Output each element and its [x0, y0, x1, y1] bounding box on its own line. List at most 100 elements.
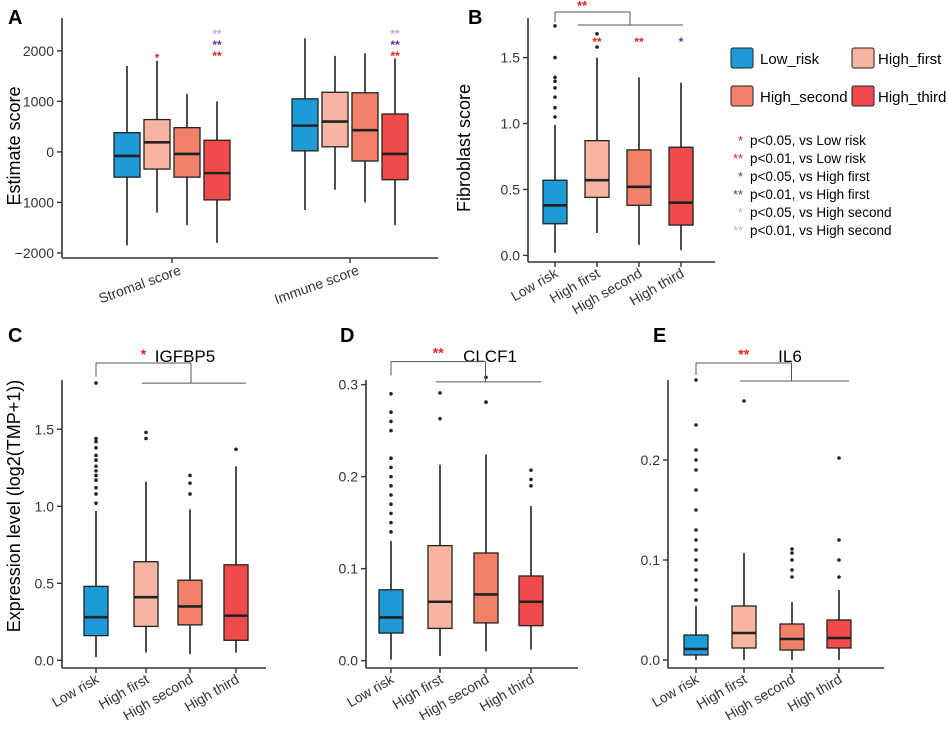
outlier-point [94, 445, 98, 450]
legend-label-high-second: High_second [760, 89, 848, 106]
chart-title-d: CLCF1 [463, 347, 517, 366]
y-tick-label: 0.3 [339, 377, 359, 393]
bracket-significance: ** [577, 0, 588, 13]
outlier-point [438, 391, 442, 395]
outlier-point [790, 547, 794, 551]
x-tick-label: Low risk [49, 670, 102, 710]
outlier-point [94, 492, 98, 496]
bracket-significance: ** [738, 346, 749, 362]
outlier-point [144, 430, 148, 435]
outlier-point [694, 468, 698, 472]
legend-swatch-high-second [730, 85, 754, 107]
outlier-point [529, 468, 533, 472]
outlier-point [553, 24, 557, 28]
chart-title-e: IL6 [778, 347, 802, 366]
box-iqr-high-first [427, 544, 453, 630]
outlier-point [694, 448, 698, 452]
outlier-point [837, 575, 841, 579]
outlier-point [837, 538, 841, 542]
outlier-point [553, 75, 557, 80]
outlier-point [694, 508, 698, 512]
y-tick-label: 0.1 [641, 552, 661, 568]
significance-marker: * [679, 35, 684, 49]
box-iqr-high-second [473, 552, 499, 624]
bracket-significance: ** [433, 345, 444, 361]
outlier-point [553, 79, 557, 84]
outlier-point [389, 530, 393, 534]
legend-note-text: p<0.05, vs Low risk [750, 133, 866, 148]
outlier-point [188, 473, 192, 478]
outlier-point [694, 548, 698, 552]
significance-marker: * [155, 51, 160, 65]
box-iqr-high-third [668, 146, 694, 226]
outlier-point [790, 551, 794, 555]
chart-title-c: IGFBP5 [155, 347, 215, 366]
outlier-point [188, 492, 192, 496]
box-iqr-low-risk [683, 634, 709, 656]
outlier-point [94, 381, 98, 385]
y-tick-label: 0.0 [501, 247, 521, 263]
box-iqr-high-first [133, 561, 159, 628]
y-axis-label-c: Expression level (log2(TMP+1)) [4, 380, 24, 633]
significance-marker: ** [212, 27, 222, 41]
legend-note-marker: * [738, 133, 743, 148]
outlier-point [790, 575, 794, 579]
legend-label-high-third: High_third [878, 89, 946, 106]
significance-marker: ** [212, 49, 222, 63]
outlier-point [837, 456, 841, 460]
outlier-point [694, 423, 698, 427]
legend-note-text: p<0.01, vs High second [750, 223, 891, 238]
box-iqr-low-risk [542, 179, 568, 225]
outlier-point [389, 392, 393, 396]
outlier-point [484, 400, 488, 404]
outlier-point [389, 419, 393, 424]
y-tick-label: 2000 [23, 43, 54, 59]
x-tick-label: Low risk [649, 670, 702, 710]
outlier-point [144, 436, 148, 441]
legend-note-marker: * [738, 205, 743, 220]
outlier-point [694, 378, 698, 382]
outlier-point [553, 55, 557, 60]
outlier-point [694, 588, 698, 592]
y-tick-label: 1.5 [35, 421, 55, 437]
outlier-point [694, 598, 698, 602]
outlier-point [188, 481, 192, 485]
outlier-point [389, 456, 393, 461]
outlier-point [94, 453, 98, 458]
y-tick-label: −2000 [15, 245, 55, 261]
outlier-point [94, 439, 98, 444]
legend-swatch-high-first [851, 47, 875, 69]
y-tick-label: 0.2 [339, 469, 359, 485]
legend-swatch-high-third [851, 85, 875, 107]
bracket-significance: * [141, 346, 147, 362]
outlier-point [389, 465, 393, 470]
y-tick-label: −1000 [15, 194, 55, 210]
y-tick-label: 0.0 [339, 653, 359, 669]
y-tick-label: 0.5 [35, 575, 55, 591]
outlier-point [694, 458, 698, 462]
box-iqr-high-first [731, 605, 757, 649]
box-iqr-high-third [381, 113, 409, 181]
box-iqr-high-first [143, 118, 171, 170]
outlier-point [389, 493, 393, 497]
outlier-point [694, 488, 698, 492]
outlier-point [694, 578, 698, 582]
legend-label-high-first: High_first [878, 51, 942, 68]
significance-marker: ** [634, 35, 644, 49]
outlier-point [553, 86, 557, 90]
box-iqr-low-risk [83, 585, 109, 637]
outlier-point [694, 558, 698, 562]
y-tick-label: 0.0 [35, 652, 55, 668]
legend-note-text: p<0.01, vs High first [750, 187, 870, 202]
outlier-point [694, 528, 698, 532]
panel-letter-d: D [340, 325, 354, 347]
outlier-point [234, 447, 238, 452]
outlier-point [94, 473, 98, 478]
outlier-point [742, 399, 746, 403]
legend-note-text: p<0.05, vs High first [750, 169, 870, 184]
box-iqr-high-second [177, 579, 203, 626]
y-tick-label: 0.1 [339, 561, 359, 577]
outlier-point [595, 45, 599, 49]
